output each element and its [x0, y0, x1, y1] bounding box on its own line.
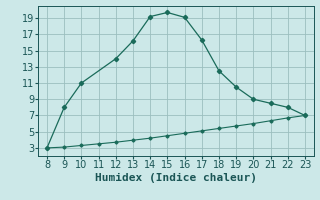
- X-axis label: Humidex (Indice chaleur): Humidex (Indice chaleur): [95, 173, 257, 183]
